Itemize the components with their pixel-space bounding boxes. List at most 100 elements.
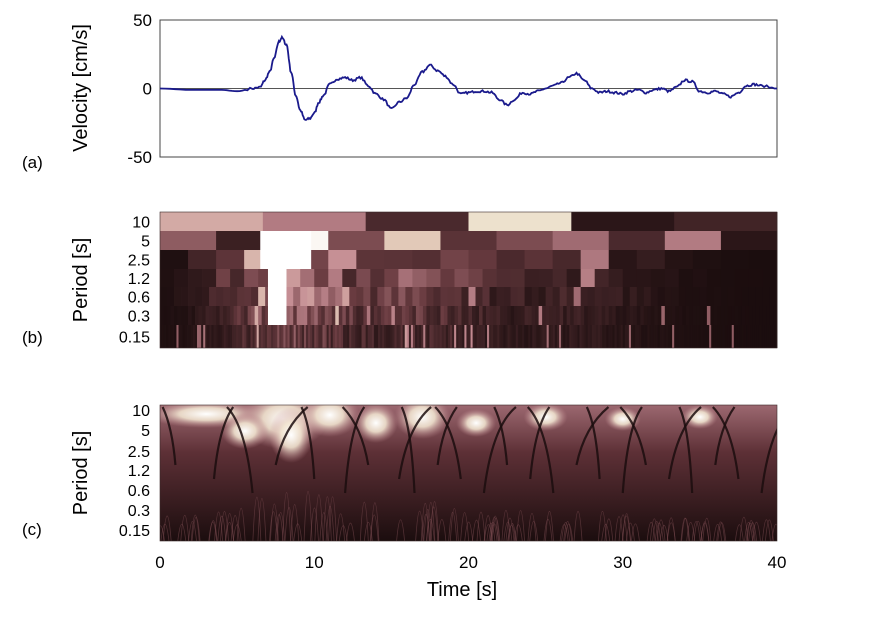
heatmap-cell [682, 306, 687, 325]
heatmap-cell [242, 325, 245, 348]
heatmap-cell [692, 269, 708, 287]
heatmap-cell [577, 306, 582, 325]
heatmap-cell [566, 287, 575, 306]
heatmap-cell [674, 212, 778, 231]
heatmap-cell [384, 287, 392, 306]
heatmap-cell [493, 306, 497, 325]
heatmap-cell [649, 325, 652, 348]
heatmap-cell [556, 325, 560, 348]
heatmap-cell [636, 306, 641, 325]
heatmap-cell [542, 306, 547, 325]
heatmap-cell [246, 325, 249, 348]
heatmap-cell [308, 325, 311, 348]
heatmap-cell [629, 287, 638, 306]
heatmap-cell [587, 287, 596, 306]
heatmap-cell [676, 325, 679, 348]
heatmap-cell [221, 325, 225, 348]
heatmap-cell [264, 325, 268, 348]
heatmap-cell [324, 325, 327, 348]
heatmap-cell [260, 325, 264, 348]
heatmap-cell [587, 325, 591, 348]
panel-b-y-tick-label: 0.6 [128, 290, 150, 307]
panel-c-y-tick-label: 0.15 [119, 523, 150, 540]
scalogram-texture [527, 513, 537, 541]
heatmap-cell [392, 325, 395, 348]
heatmap-cell [188, 287, 196, 306]
heatmap-cell [412, 250, 441, 269]
heatmap-cell [405, 306, 410, 325]
heatmap-cell [641, 325, 644, 348]
scalogram-texture [614, 516, 624, 541]
panel-c-y-tick-label: 0.6 [128, 483, 150, 500]
heatmap-cell [371, 325, 375, 348]
heatmap-cell [501, 325, 504, 348]
heatmap-cell [398, 269, 413, 287]
heatmap-cell [538, 287, 547, 306]
heatmap-cell [195, 287, 203, 306]
heatmap-cell [670, 325, 673, 348]
heatmap-cell [338, 325, 342, 348]
x-axis-label: Time [s] [427, 579, 497, 601]
scalogram-ridge [526, 406, 555, 494]
heatmap-cell [545, 287, 554, 306]
heatmap-cell [460, 325, 463, 348]
heatmap-cell [550, 325, 554, 348]
heatmap-cell [509, 325, 513, 348]
heatmap-cell [696, 306, 701, 325]
heatmap-cell [694, 325, 698, 348]
scalogram-texture [601, 523, 611, 541]
heatmap-cell [419, 306, 424, 325]
heatmap-cell [752, 306, 757, 325]
heatmap-cell [480, 325, 484, 348]
heatmap-cell [664, 287, 673, 306]
scalogram-texture [543, 518, 553, 541]
heatmap-cell [647, 306, 652, 325]
heatmap-cell [359, 306, 364, 325]
heatmap-cell [671, 287, 680, 306]
heatmap-cell [534, 325, 537, 348]
heatmap-cell [637, 325, 640, 348]
scalogram-texture [208, 521, 218, 541]
heatmap-cell [773, 306, 778, 325]
heatmap-cell [643, 325, 646, 348]
heatmap-cell [626, 306, 631, 325]
scalogram-ridge [434, 406, 462, 480]
scalogram-ridge [678, 406, 694, 494]
heatmap-cell [515, 325, 519, 348]
heatmap-cell [286, 269, 301, 287]
scalogram-texture [764, 519, 774, 541]
scalogram-bright-region [456, 409, 497, 437]
heatmap-cell [491, 325, 494, 348]
heatmap-cell [558, 325, 562, 348]
scalogram-bright-region [299, 405, 360, 437]
heatmap-cell [188, 250, 217, 269]
heatmap-cell [524, 287, 532, 306]
heatmap-cell [489, 306, 494, 325]
heatmap-cell [398, 287, 406, 306]
heatmap-cell [450, 306, 455, 325]
heatmap-cell [552, 325, 556, 348]
heatmap-cell [552, 306, 557, 325]
scalogram-texture [323, 496, 332, 541]
heatmap-cell [312, 325, 315, 348]
heatmap-cell [332, 325, 336, 348]
panel-c-y-axis-label: Period [s] [70, 431, 92, 515]
scalogram-texture [188, 520, 197, 541]
panel-b-y-tick-label: 0.15 [119, 330, 150, 347]
heatmap-cell [620, 325, 624, 348]
heatmap-cell [584, 306, 589, 325]
panel-b-y-tick-label: 10 [132, 215, 150, 232]
heatmap-cell [198, 306, 203, 325]
heatmap-cell [580, 250, 610, 269]
heatmap-cell [287, 325, 290, 348]
heatmap-cell [160, 212, 264, 231]
heatmap-cell [443, 325, 447, 348]
heatmap-cell [342, 269, 357, 287]
heatmap-cell [724, 306, 729, 325]
heatmap-cell [733, 325, 737, 348]
heatmap-cell [544, 325, 548, 348]
heatmap-cell [720, 269, 736, 287]
heatmap-cell [177, 306, 182, 325]
heatmap-cell [449, 325, 453, 348]
heatmap-cell [160, 287, 168, 306]
